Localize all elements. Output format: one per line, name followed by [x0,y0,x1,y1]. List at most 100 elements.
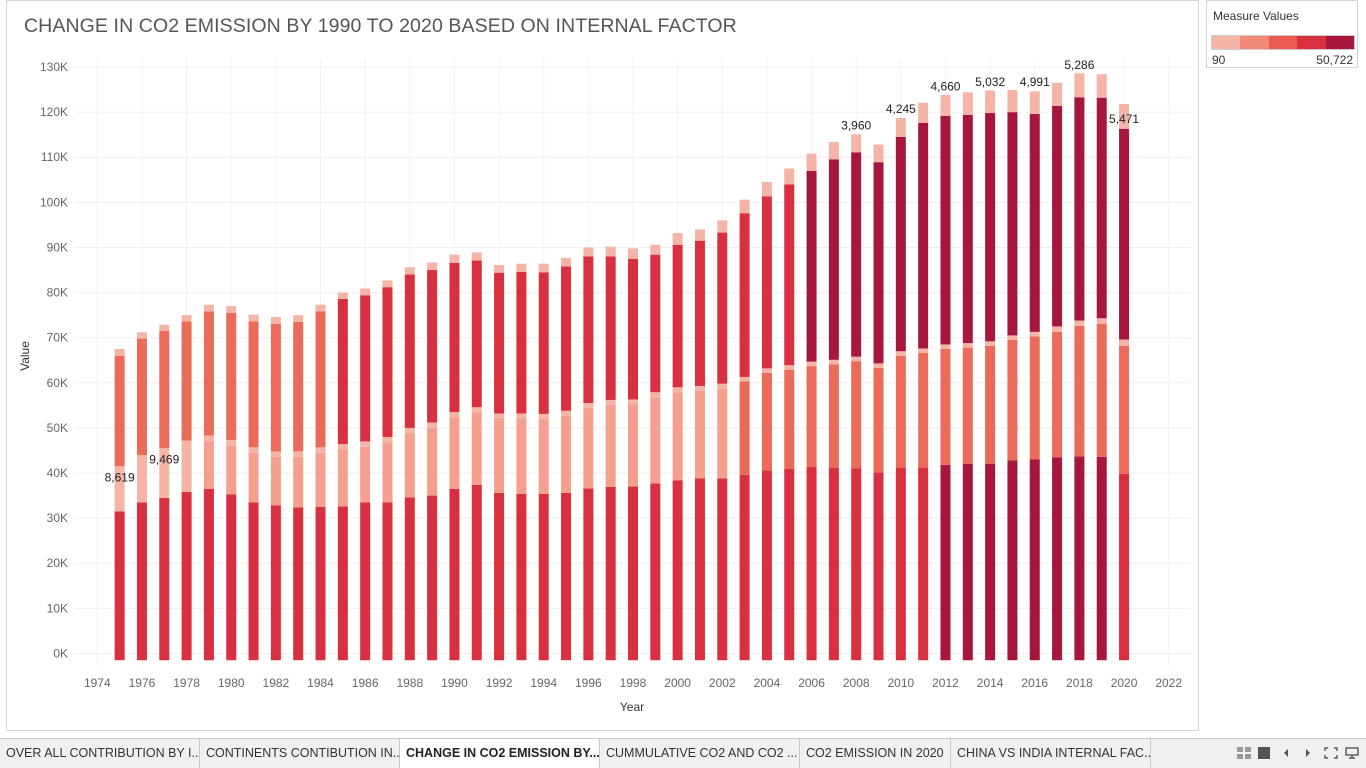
filmstrip-icon[interactable] [1258,747,1270,762]
bar-segment [717,388,728,479]
bar-segment [694,240,705,386]
bar-segment [404,497,415,661]
bar-segment [449,417,460,489]
bar-segment [248,447,259,453]
y-tick-label: 50K [47,421,68,435]
bar-segment [1096,74,1107,98]
bar-segment [739,213,750,377]
bar-segment [538,493,549,661]
y-tick-label: 40K [47,466,68,480]
bar-segment [494,492,505,661]
tab-co2-emission-2020[interactable]: CO2 EMISSION IN 2020 [800,739,951,768]
bar-segment [1007,460,1018,661]
bar-segment [761,196,772,369]
bar-segment [293,321,304,452]
bar-segment [806,366,817,467]
bar-segment [114,355,125,467]
grid-view-icon[interactable] [1237,747,1251,762]
bar-segment [315,304,326,312]
bar-segment [181,321,192,441]
bar-segment [114,511,125,661]
bar-segment [873,144,884,163]
bar-segment [248,314,259,322]
bar-segment [940,348,951,465]
legend-swatch-4 [1297,36,1326,49]
bar-segment [895,136,906,352]
stacked-bar-chart[interactable]: 0K 10K 20K 30K 40K 50K 60K 70K 80K 90K 100K 110K 120… [0,0,1200,732]
bar-segment [717,220,728,233]
bar-segment [1029,113,1040,332]
bar-segment [918,353,929,468]
bar-segment [650,392,661,398]
y-axis-title: Value [18,341,32,371]
bar-segment [851,152,862,357]
bar-segment [360,446,371,503]
x-tick-label: 1978 [173,676,200,690]
x-tick-label: 2014 [977,676,1004,690]
x-tick-label: 2008 [843,676,870,690]
bar-segment [985,113,996,342]
bar-segment [561,266,572,411]
bar-segment [1119,104,1130,129]
fullscreen-icon[interactable] [1324,747,1338,762]
bar-segment [561,492,572,661]
bar-segment [516,413,527,419]
prev-sheet-icon[interactable] [1282,747,1290,762]
x-tick-label: 1992 [486,676,513,690]
x-tick-label: 2018 [1066,676,1093,690]
data-label: 3,960 [841,119,871,133]
x-tick-label: 1984 [307,676,334,690]
bar-segment [248,321,259,448]
bar-segment [516,493,527,661]
bar-segment [382,442,393,503]
tab-change-in-co2-emission[interactable]: CHANGE IN CO2 EMISSION BY... [400,739,600,768]
bar-segment [985,345,996,464]
bar-segment [494,272,505,414]
bar-segment [561,410,572,416]
bar-segment [1007,112,1018,336]
bar-segment [315,452,326,507]
bar-segment [516,418,527,494]
bar-segment [114,466,125,512]
bar-segment [739,381,750,475]
x-tick-label: 2012 [932,676,959,690]
bar-segment [360,288,371,296]
tab-china-vs-india[interactable]: CHINA VS INDIA INTERNAL FAC... [951,739,1151,768]
presentation-icon[interactable] [1345,747,1359,762]
bar-segment [1052,326,1063,332]
bar-segment [136,502,147,661]
x-tick-label: 2000 [664,676,691,690]
bar-segment [650,483,661,661]
measure-values-legend: Measure Values 90 50,722 [1206,0,1358,68]
bar-segment [1119,473,1130,661]
y-tick-label: 10K [47,601,68,615]
bar-segment [203,304,214,312]
bar-segment [605,487,616,661]
tab-overall-contribution[interactable]: OVER ALL CONTRIBUTION BY I... [0,739,200,768]
bar-segment [940,94,951,116]
bar-segment [583,256,594,404]
next-sheet-icon[interactable] [1304,747,1312,762]
bar-segment [940,115,951,345]
bar-segment [270,316,281,324]
y-tick-label: 30K [47,511,68,525]
bar-segment [226,312,237,441]
chart-title: CHANGE IN CO2 EMISSION BY 1990 TO 2020 B… [24,15,737,37]
tab-continents-contribution[interactable]: CONTINENTS CONTIBUTION IN... [200,739,400,768]
bar-segment [583,247,594,257]
bar-segment [1052,82,1063,106]
bar-segment [226,440,237,446]
x-tick-label: 2016 [1021,676,1048,690]
bar-segment [1096,323,1107,457]
data-label: 5,032 [975,75,1005,89]
data-label: 4,991 [1020,75,1050,89]
bar-segment [561,257,572,267]
bar-segment [561,415,572,493]
bar-segment [962,114,973,344]
bar-segment [1074,320,1085,326]
bar-segment [985,464,996,661]
bar-segment [672,387,683,393]
bar-segment [427,422,438,428]
bar-segment [471,484,482,661]
tab-cumulative-co2[interactable]: CUMMULATIVE CO2 AND CO2 ... [600,739,800,768]
